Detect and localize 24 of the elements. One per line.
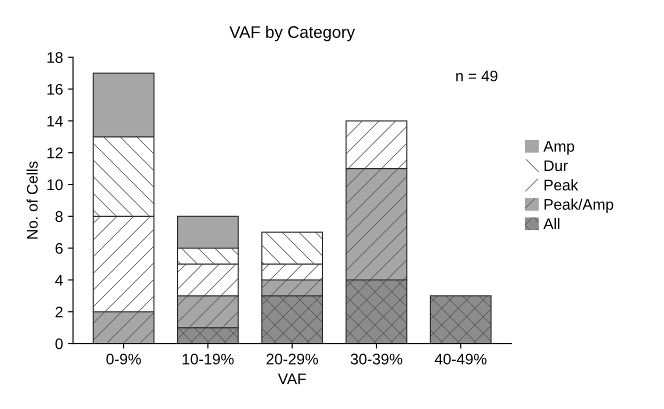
y-tick-label: 16 <box>47 84 63 95</box>
legend-label: Peak/Amp <box>544 198 614 213</box>
y-axis-title: No. of Cells <box>26 161 38 239</box>
x-tick-label: 0-9% <box>106 354 141 365</box>
legend-label: All <box>543 218 560 230</box>
legend-label: Dur <box>544 160 568 172</box>
y-tick-label: 4 <box>55 274 63 286</box>
y-tick-label: 2 <box>56 306 63 318</box>
x-tick-label: 20-29% <box>266 354 318 365</box>
x-tick-label: 30-39% <box>350 354 402 365</box>
annotation: n = 49 <box>456 70 498 82</box>
x-tick-label: 10-19% <box>182 354 234 365</box>
legend-label: Amp <box>543 141 574 155</box>
y-tick-label: 14 <box>47 116 63 126</box>
x-axis-title: VAF <box>278 374 306 384</box>
y-tick-label: 12 <box>47 148 63 158</box>
chart-title: VAF by Category <box>229 26 355 42</box>
x-tick-label: 40-49% <box>434 354 486 365</box>
y-tick-label: 0 <box>55 338 63 350</box>
legend-label: Peak <box>544 179 578 190</box>
y-tick-label: 18 <box>47 52 63 63</box>
y-tick-label: 6 <box>56 242 63 254</box>
y-tick-label: 10 <box>47 179 63 190</box>
y-tick-label: 8 <box>55 211 63 222</box>
